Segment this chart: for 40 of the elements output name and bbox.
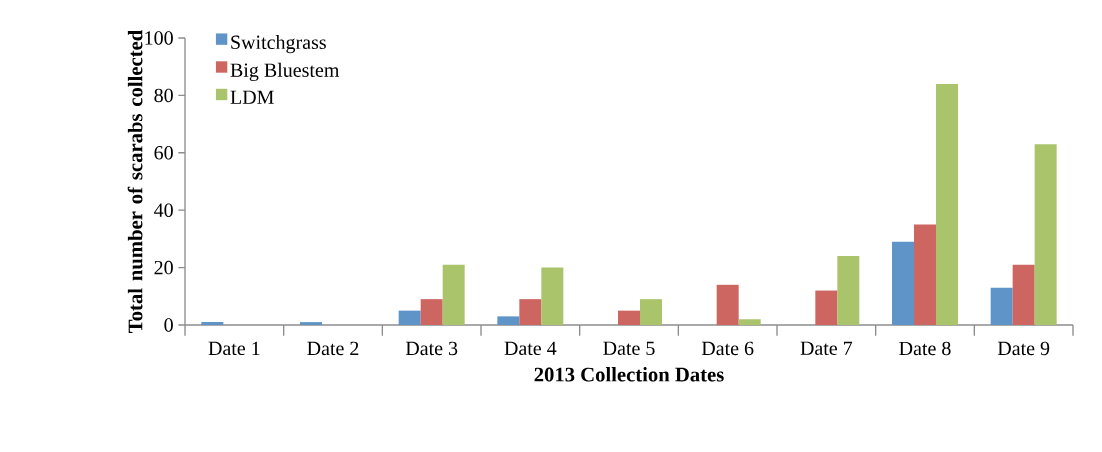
x-tick-label: Date 8	[899, 341, 951, 356]
y-tick-label: 60	[154, 146, 173, 160]
bar	[618, 310, 640, 325]
bar	[1012, 264, 1035, 325]
y-tick-label: 80	[154, 88, 173, 103]
bar	[497, 316, 520, 325]
bar	[815, 290, 838, 325]
x-tick-label: Date 1	[208, 341, 260, 356]
y-tick-label: 40	[154, 203, 173, 217]
x-tick-label: Date 4	[504, 341, 557, 356]
bar	[398, 310, 421, 325]
y-tick-label: 100	[145, 31, 173, 45]
bar	[738, 319, 761, 325]
y-tick-label: 20	[154, 260, 173, 275]
bar	[541, 267, 564, 325]
legend-label: Big Bluestem	[230, 62, 340, 82]
bar	[1034, 144, 1057, 325]
bar	[935, 83, 958, 325]
bar	[990, 287, 1013, 325]
x-axis-title: 2013 Collection Dates	[534, 367, 724, 382]
bar	[914, 224, 936, 325]
y-tick-label: 0	[164, 318, 173, 332]
x-tick-label: Date 2	[307, 341, 359, 356]
bar	[837, 256, 860, 325]
legend-label: Switchgrass	[231, 34, 326, 54]
bar	[300, 322, 323, 325]
bar	[640, 299, 662, 325]
bar	[201, 322, 224, 325]
bar	[442, 264, 465, 325]
x-tick-label: Date 3	[405, 341, 458, 356]
y-axis-title: Total number of scarabs collected	[127, 30, 143, 333]
x-tick-label: Date 5	[603, 341, 655, 355]
bar	[420, 299, 443, 325]
bar	[519, 299, 542, 325]
x-tick-label: Date 7	[800, 341, 853, 355]
x-tick-label: Date 9	[997, 341, 1050, 356]
bar	[716, 284, 739, 325]
legend-label: LDM	[230, 90, 274, 104]
bar	[891, 241, 914, 325]
x-tick-label: Date 6	[701, 341, 754, 356]
